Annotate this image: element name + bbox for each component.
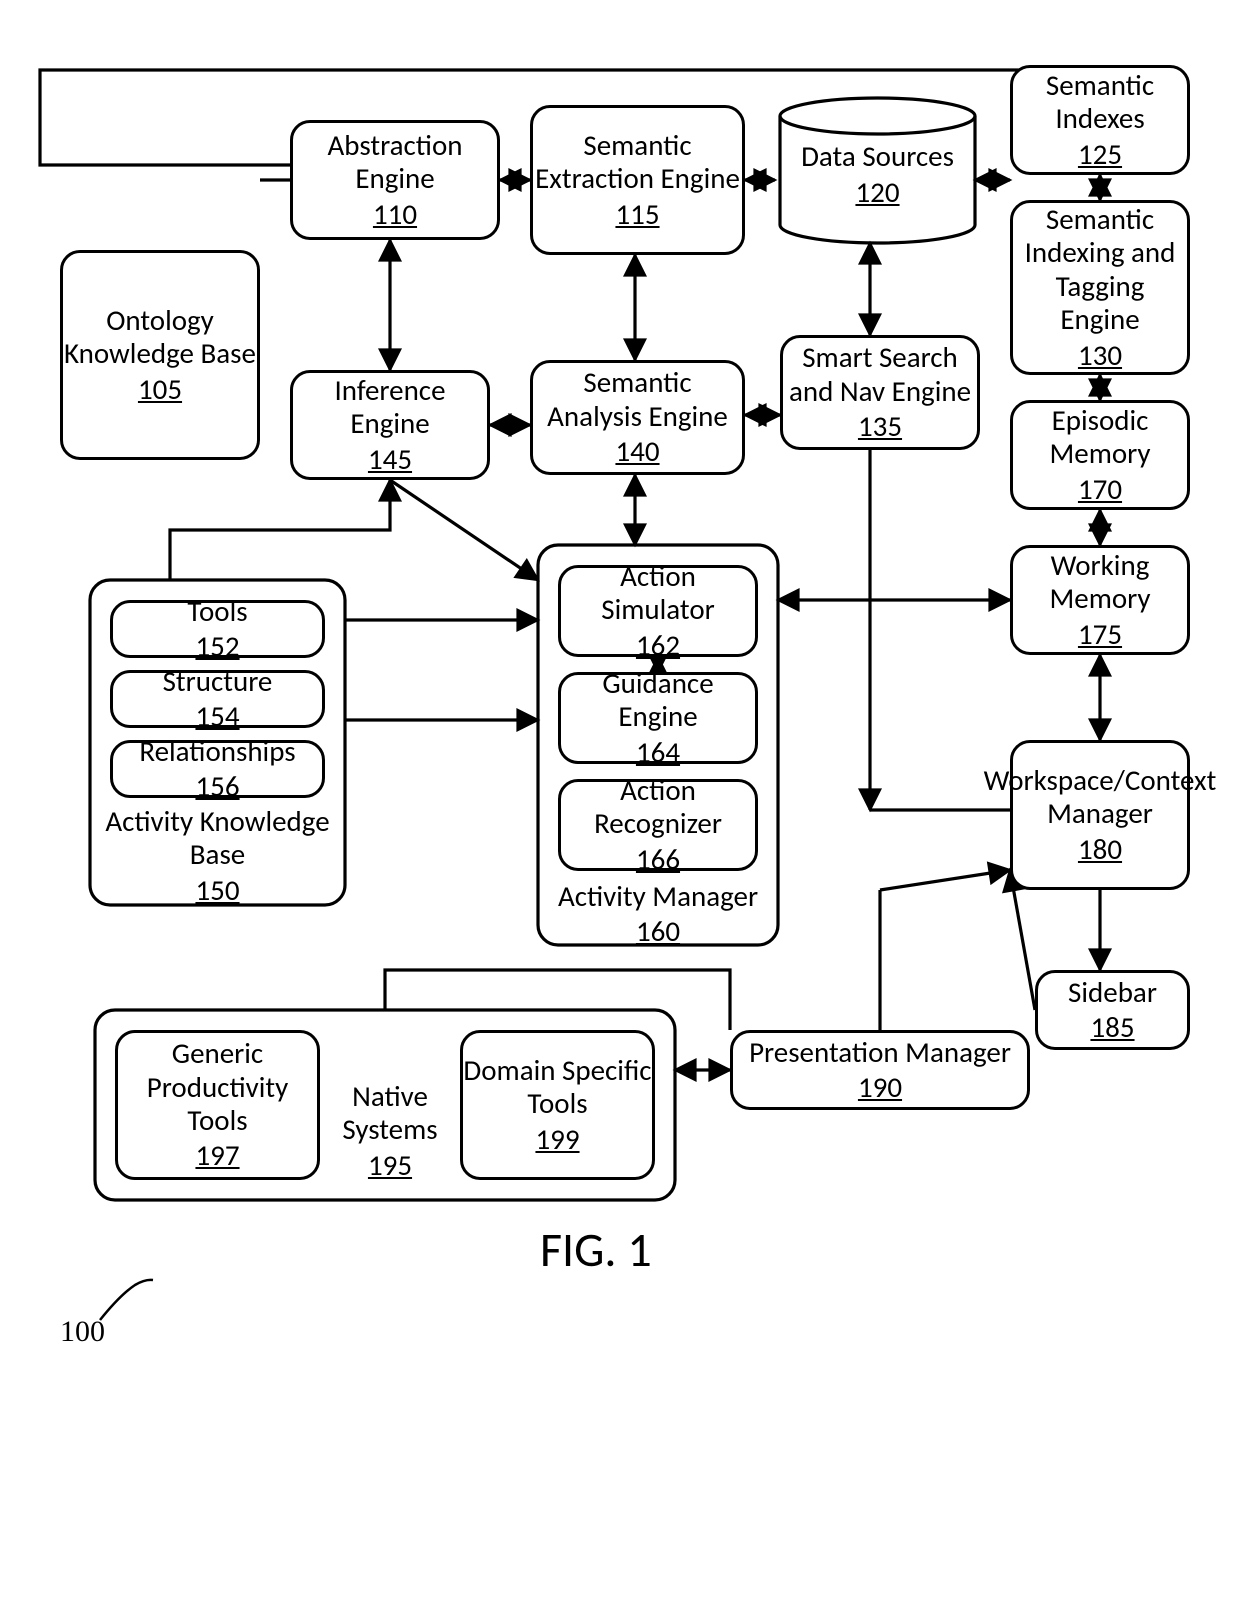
diagram-canvas: Activity Knowledge Base150 Activity Manag… (0, 0, 1240, 1618)
node-sem_idx_tag: Semantic Indexing and Tagging Engine130 (1010, 200, 1190, 375)
node-semantic_analysis: Semantic Analysis Engine140 (530, 360, 745, 475)
node-working: Working Memory175 (1010, 545, 1190, 655)
node-tools: Tools 152 (110, 600, 325, 658)
node-relationships: Relationships 156 (110, 740, 325, 798)
node-semantic_indexes: Semantic Indexes125 (1010, 65, 1190, 175)
node-presentation: Presentation Manager 190 (730, 1030, 1030, 1110)
figure-caption: FIG. 1 (540, 1220, 652, 1279)
node-action_recog: Action Recognizer166 (558, 779, 758, 871)
node-inference: Inference Engine145 (290, 370, 490, 480)
node-guidance: Guidance Engine164 (558, 672, 758, 764)
figure-number: 100 (60, 1315, 105, 1349)
node-action_sim: Action Simulator162 (558, 565, 758, 657)
group-activity_kb-label: Activity Knowledge Base150 (102, 805, 333, 907)
node-generic_tools: Generic Productivity Tools197 (115, 1030, 320, 1180)
group-activity_mgr-label: Activity Manager160 (550, 880, 766, 949)
node-abstraction: Abstraction Engine110 (290, 120, 500, 240)
node-data_sources: Data Sources120 (780, 124, 975, 225)
node-episodic: Episodic Memory170 (1010, 400, 1190, 510)
group-native_systems-label: Native Systems195 (325, 1080, 455, 1182)
node-semantic_extract: Semantic Extraction Engine115 (530, 105, 745, 255)
node-domain_tools: Domain Specific Tools199 (460, 1030, 655, 1180)
node-workspace_ctx: Workspace/Context Manager180 (1010, 740, 1190, 890)
node-structure: Structure 154 (110, 670, 325, 728)
node-ontology_kb: Ontology Knowledge Base105 (60, 250, 260, 460)
node-smart_search: Smart Search and Nav Engine135 (780, 335, 980, 450)
node-sidebar: Sidebar 185 (1035, 970, 1190, 1050)
